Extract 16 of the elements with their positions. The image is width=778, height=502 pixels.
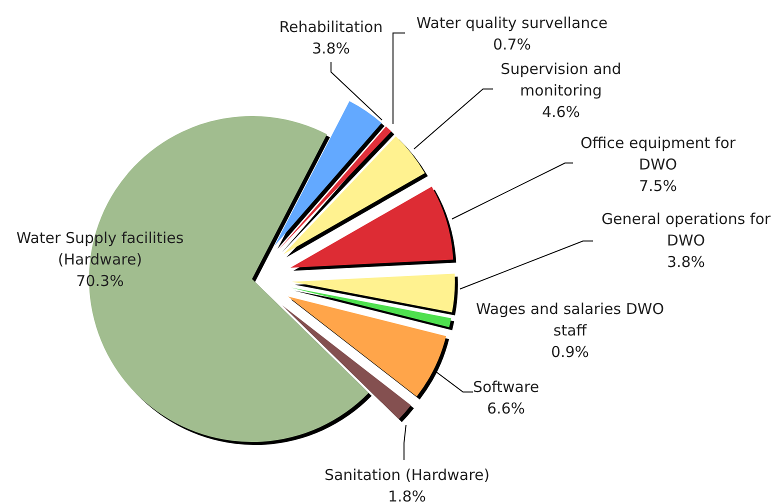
slice-label: Office equipment for DWO <box>580 134 736 174</box>
slice-label: Rehabilitation <box>279 18 383 36</box>
data-label: 6.6% <box>486 400 526 418</box>
slice-label: General operations for DWO <box>601 210 772 250</box>
data-label: 3.8% <box>666 253 706 271</box>
data-label: 3.8% <box>312 40 350 58</box>
slice-label: Wages and salaries DWO staff <box>476 300 664 340</box>
data-label: 7.5% <box>638 177 678 195</box>
data-label: 0.9% <box>550 343 590 361</box>
slice-label: Sanitation (Hardware) <box>324 466 490 484</box>
slice-label: Water quality survellance <box>416 14 608 32</box>
data-label: 0.7% <box>492 36 532 54</box>
slice-label: Supervision and monitoring <box>500 60 622 100</box>
data-label: 1.8% <box>388 488 426 502</box>
slice-label: Software <box>472 378 540 396</box>
data-label: 4.6% <box>542 103 580 121</box>
